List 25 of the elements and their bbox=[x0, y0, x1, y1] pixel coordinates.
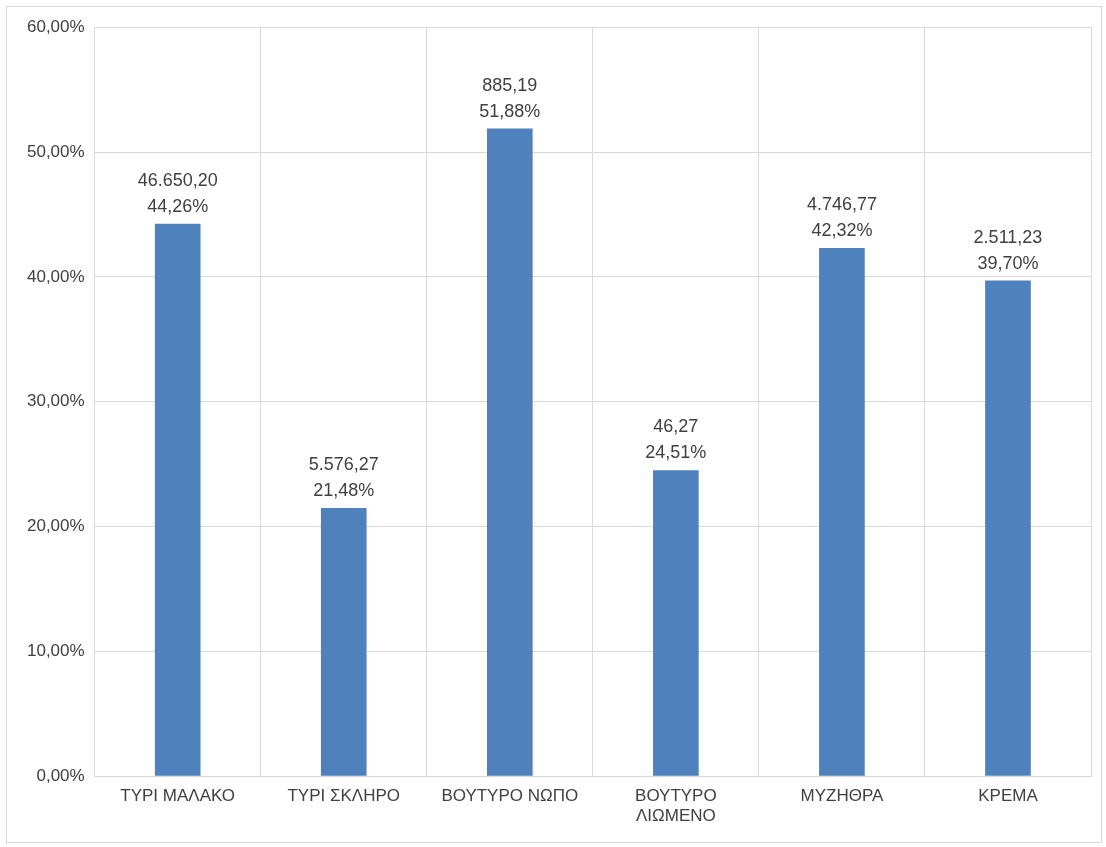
y-tick-label: 10,00% bbox=[26, 641, 85, 661]
y-tick-label: 60,00% bbox=[26, 16, 85, 36]
x-tick-label: ΜΥΖΗΘΡΑ bbox=[800, 786, 884, 806]
y-tick-label: 20,00% bbox=[26, 516, 85, 536]
data-label: 2.511,23 39,70% bbox=[973, 226, 1043, 273]
data-label: 5.576,27 21,48% bbox=[308, 454, 379, 501]
data-label: 46,27 24,51% bbox=[645, 416, 707, 463]
data-label: 885,19 51,88% bbox=[479, 74, 541, 121]
bar bbox=[486, 128, 533, 776]
x-tick-label: ΒΟΥΤΥΡΟ ΛΙΩΜΕΝΟ bbox=[635, 786, 717, 826]
data-label: 46.650,20 44,26% bbox=[137, 169, 218, 216]
x-tick-label: ΤΥΡΙ ΣΚΛΗΡΟ bbox=[287, 786, 401, 806]
y-tick-label: 30,00% bbox=[26, 391, 85, 411]
y-tick-label: 50,00% bbox=[26, 141, 85, 161]
x-tick-label: ΒΟΥΤΥΡΟ ΝΩΠΟ bbox=[441, 786, 579, 806]
bar bbox=[154, 223, 201, 776]
bar bbox=[653, 470, 699, 776]
data-label: 4.746,77 42,32% bbox=[806, 193, 877, 240]
bar bbox=[819, 247, 865, 776]
x-tick-label: ΤΥΡΙ ΜΑΛΑΚΟ bbox=[120, 786, 236, 806]
bar bbox=[320, 508, 367, 776]
bar bbox=[985, 280, 1031, 776]
y-tick-label: 40,00% bbox=[26, 266, 85, 286]
y-tick-label: 0,00% bbox=[36, 765, 85, 785]
x-tick-label: ΚΡΕΜΑ bbox=[978, 786, 1039, 806]
